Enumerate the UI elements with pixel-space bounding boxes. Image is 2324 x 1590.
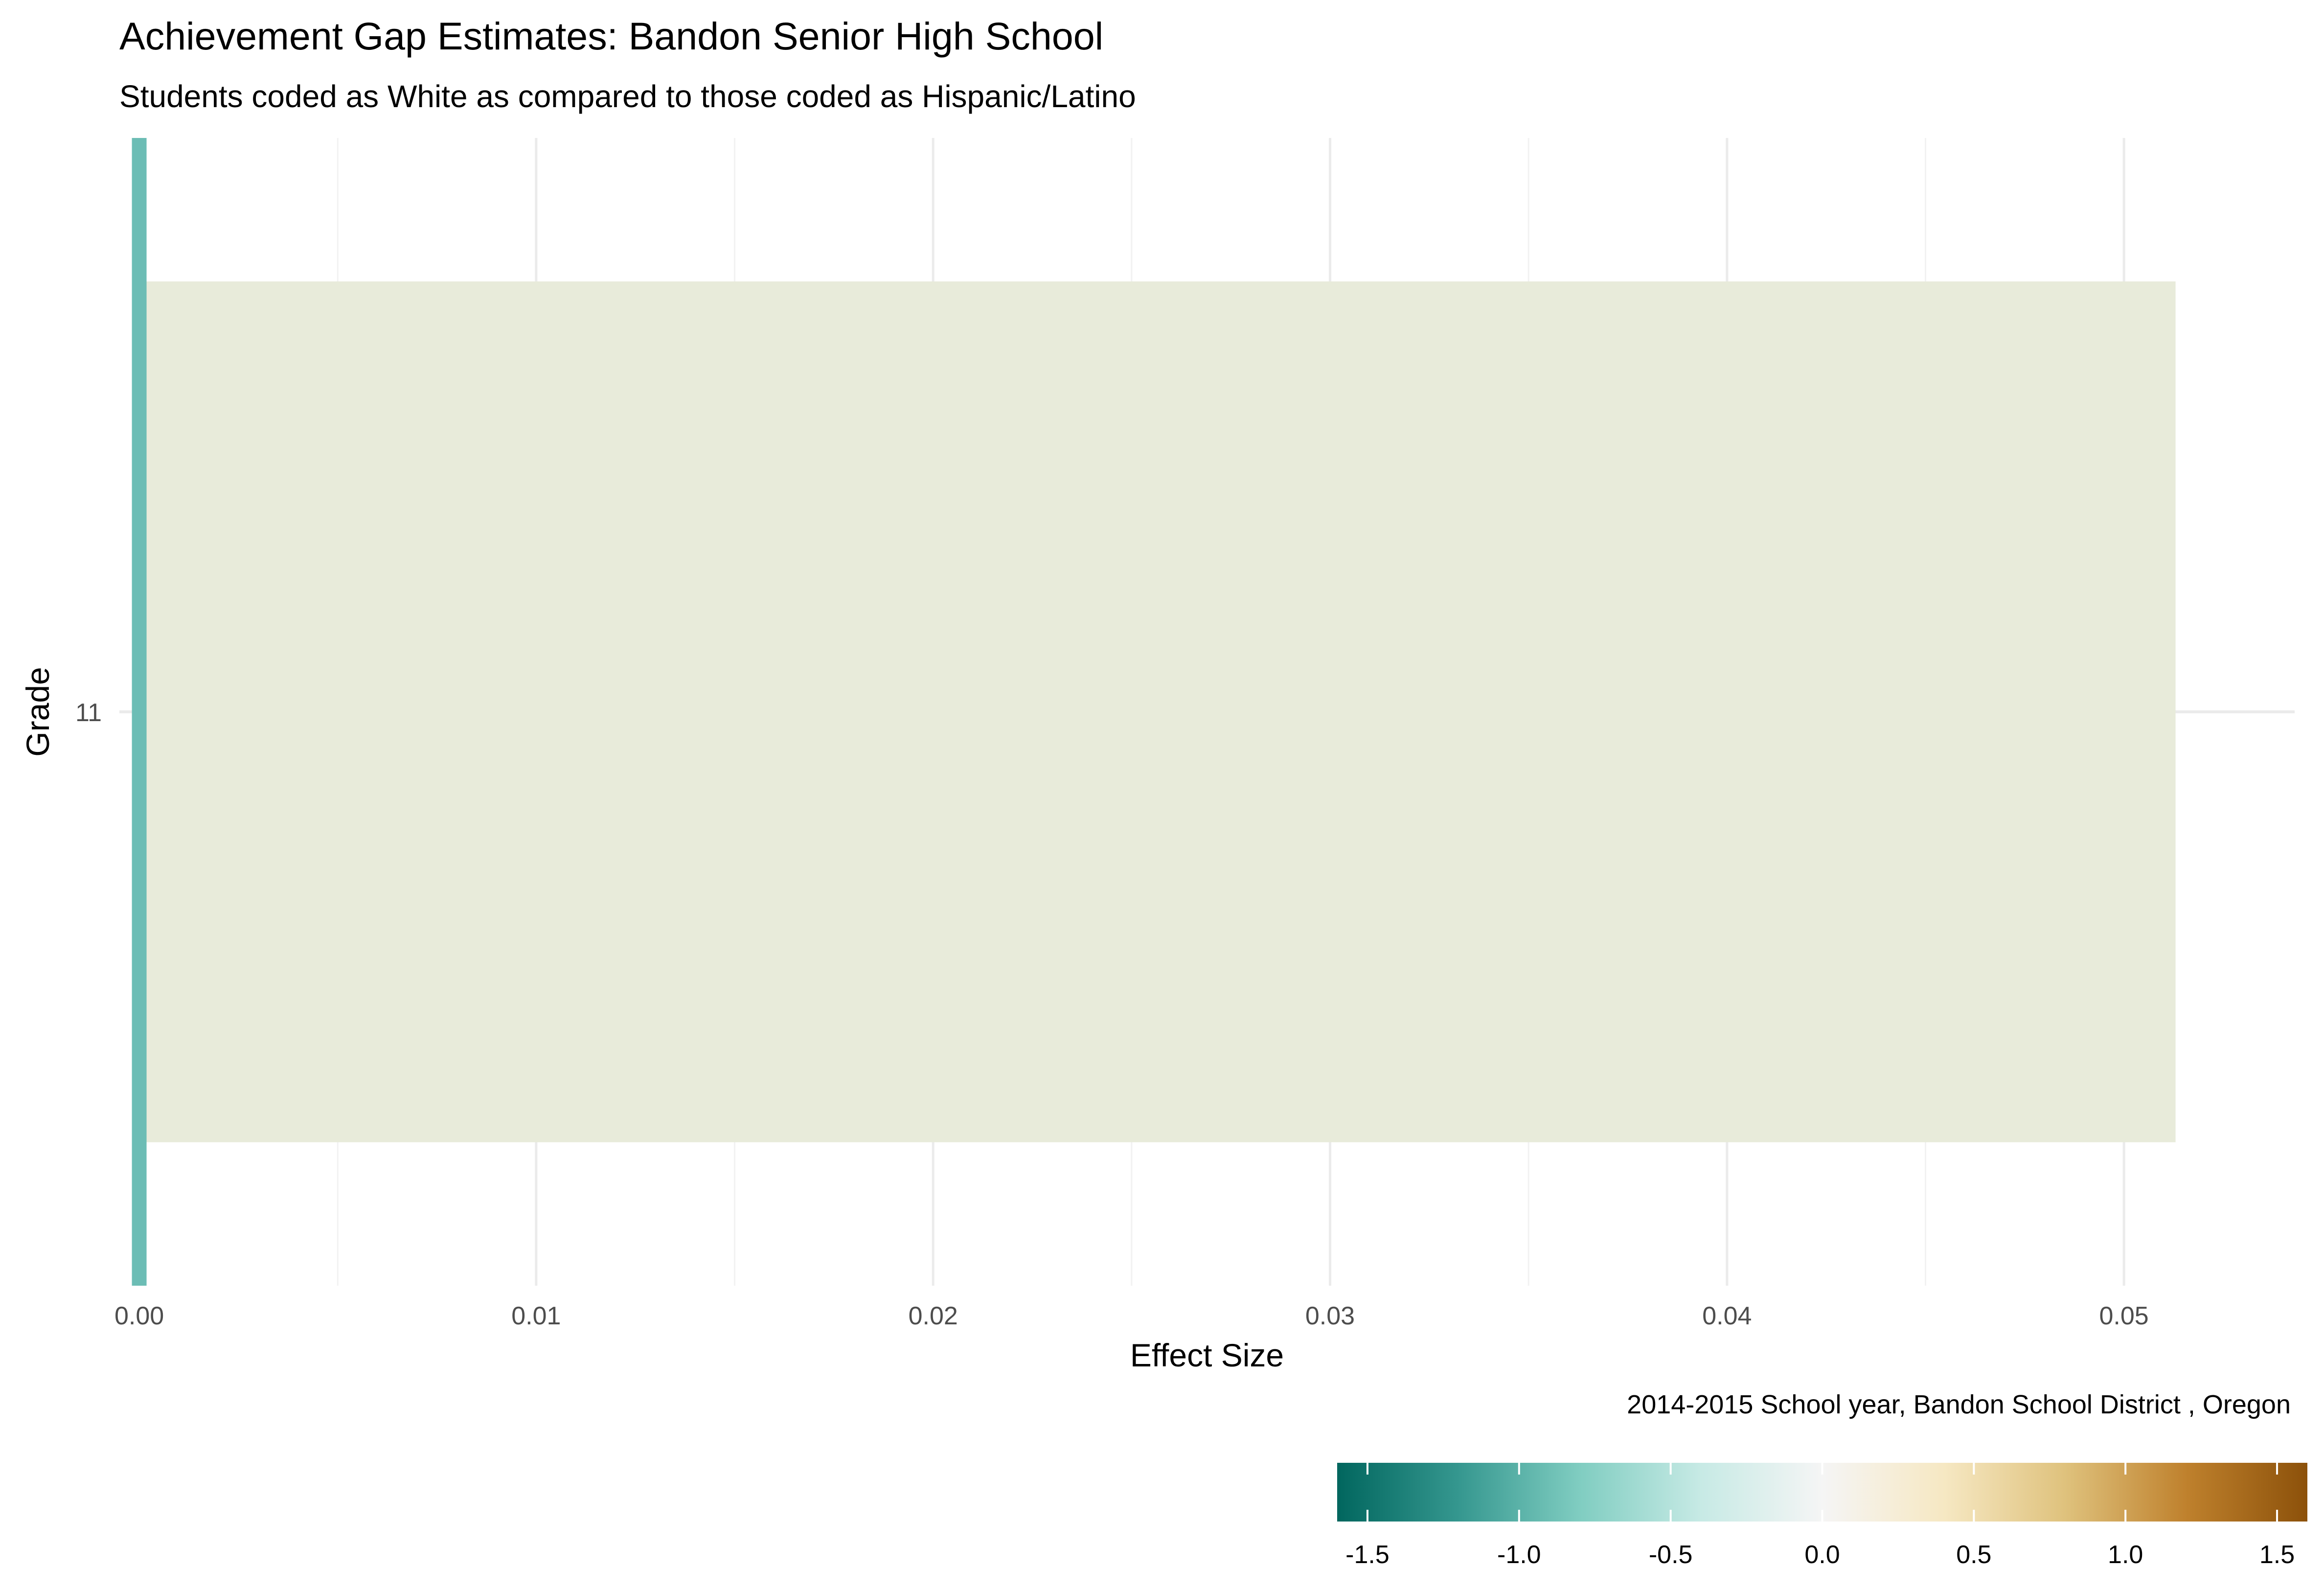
colorbar-tick-label: -1.5 bbox=[1345, 1541, 1390, 1569]
colorbar-tick-label: 0.5 bbox=[1956, 1541, 1991, 1569]
x-tick-label: 0.05 bbox=[2099, 1302, 2149, 1330]
colorbar-legend: -1.5 -1.0 -0.5 0.0 0.5 1.0 1.5 bbox=[1337, 1463, 2307, 1569]
chart-caption: 2014-2015 School year, Bandon School Dis… bbox=[1627, 1390, 2291, 1419]
colorbar-tick-label: 1.5 bbox=[2259, 1541, 2295, 1569]
y-tick-label: 11 bbox=[75, 699, 102, 727]
colorbar-tick-label: -0.5 bbox=[1649, 1541, 1693, 1569]
bar bbox=[139, 281, 2176, 1142]
colorbar-tick-label: 1.0 bbox=[2108, 1541, 2143, 1569]
chart-title: Achievement Gap Estimates: Bandon Senior… bbox=[119, 14, 1104, 58]
x-axis-title: Effect Size bbox=[1130, 1337, 1284, 1373]
x-tick-label: 0.04 bbox=[1702, 1302, 1752, 1330]
plot-panel: 0.00 0.01 0.02 0.03 0.04 0.05 11 Effect Size Gra… bbox=[20, 138, 2295, 1373]
x-tick-label: 0.01 bbox=[511, 1302, 561, 1330]
x-tick-label: 0.03 bbox=[1305, 1302, 1355, 1330]
chart-subtitle: Students coded as White as compared to t… bbox=[119, 79, 1136, 114]
x-tick-label: 0.02 bbox=[909, 1302, 958, 1330]
colorbar-tick-label: -1.0 bbox=[1497, 1541, 1541, 1569]
y-axis-title: Grade bbox=[20, 667, 56, 756]
colorbar-tick-label: 0.0 bbox=[1804, 1541, 1840, 1569]
x-tick-label: 0.00 bbox=[114, 1302, 164, 1330]
